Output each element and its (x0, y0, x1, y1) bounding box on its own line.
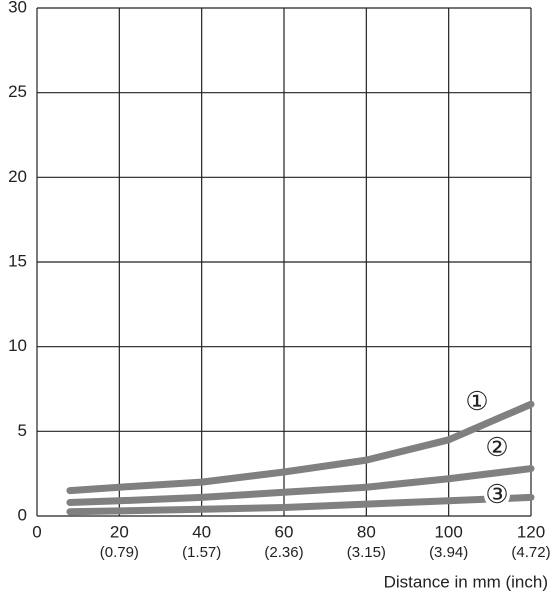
x-tick-label: 40 (192, 522, 211, 541)
x-tick-sublabel: (4.72) (511, 544, 550, 561)
y-tick-label: 30 (8, 0, 27, 16)
x-tick-sublabel: (0.79) (100, 544, 139, 561)
series-line (66, 493, 535, 516)
x-tick-sublabel: (3.94) (429, 544, 468, 561)
series-label-bg (484, 482, 510, 508)
x-tick-sublabel: (3.15) (347, 544, 386, 561)
y-tick-label: 20 (8, 167, 27, 186)
x-tick-label: 80 (357, 522, 376, 541)
series-line (66, 465, 535, 506)
x-axis-title: Distance in mm (inch) (384, 572, 548, 591)
y-tick-label: 5 (18, 421, 27, 440)
x-tick-label: 120 (517, 522, 545, 541)
series-label-bg (484, 435, 510, 461)
y-tick-label: 10 (8, 336, 27, 355)
series-line (66, 400, 535, 495)
x-tick-label: 100 (434, 522, 462, 541)
series-label: ① (465, 386, 488, 416)
x-tick-label: 0 (32, 522, 41, 541)
x-tick-label: 20 (110, 522, 129, 541)
y-tick-label: 0 (18, 505, 27, 524)
y-tick-label: 15 (8, 251, 27, 270)
series-label: ② (485, 432, 508, 462)
x-tick-label: 60 (275, 522, 294, 541)
y-tick-label: 25 (8, 82, 27, 101)
x-tick-sublabel: (1.57) (182, 544, 221, 561)
series-label-bg (464, 389, 490, 415)
x-tick-sublabel: (2.36) (264, 544, 303, 561)
series-label: ③ (485, 479, 508, 509)
